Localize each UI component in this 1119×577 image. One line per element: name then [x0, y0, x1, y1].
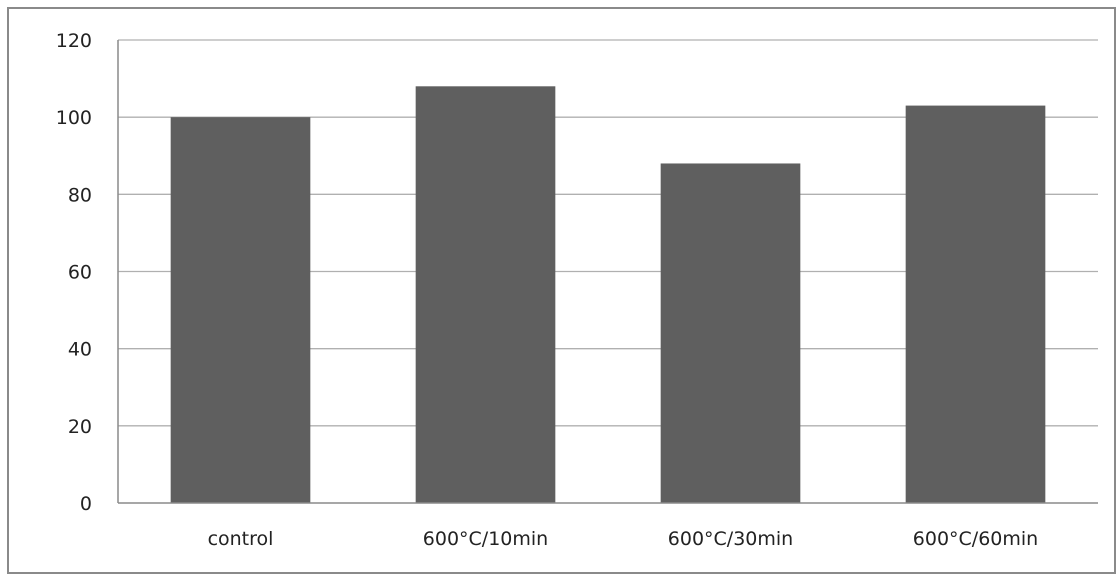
y-tick-label-100: 100	[56, 107, 92, 129]
y-tick-labels: 0 20 40 60 80 100 120	[56, 30, 92, 515]
bars	[170, 86, 1046, 504]
x-category-label-2: 600°C/10min	[423, 528, 548, 550]
bar-2	[415, 86, 556, 504]
y-tick-label-0: 0	[80, 493, 92, 515]
bar-1	[170, 117, 311, 504]
y-tick-label-60: 60	[68, 262, 92, 284]
x-category-label-1: control	[208, 528, 274, 550]
x-category-label-4: 600°C/60min	[913, 528, 1038, 550]
x-category-labels: control 600°C/10min 600°C/30min 600°C/60min	[208, 528, 1039, 550]
y-tick-label-80: 80	[68, 184, 92, 206]
x-category-label-3: 600°C/30min	[668, 528, 793, 550]
y-tick-label-40: 40	[68, 339, 92, 361]
y-tick-label-120: 120	[56, 30, 92, 52]
bar-4	[905, 105, 1046, 503]
bar-3	[660, 163, 801, 503]
y-tick-label-20: 20	[68, 416, 92, 438]
axes	[117, 40, 1098, 504]
